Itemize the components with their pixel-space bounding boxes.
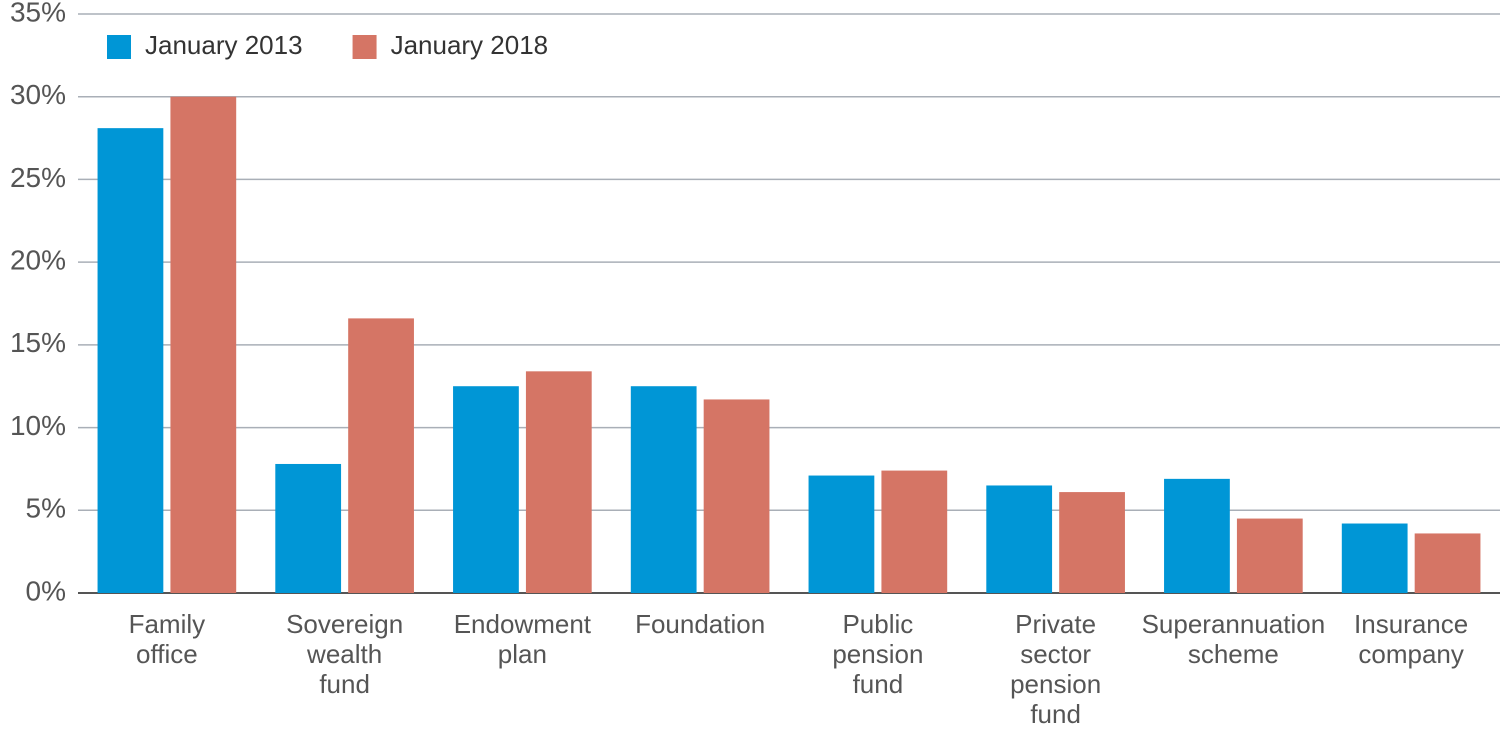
bar xyxy=(703,399,770,593)
bar xyxy=(97,128,164,593)
bar xyxy=(1059,492,1125,593)
bar xyxy=(453,386,519,593)
bar xyxy=(808,475,875,593)
x-tick-label: Endowment plan xyxy=(453,609,592,669)
x-tick-label: Superannuation scheme xyxy=(1141,609,1326,669)
x-tick-label: Sovereign wealth fund xyxy=(286,609,404,699)
bar xyxy=(275,463,342,593)
y-tick-label: 30% xyxy=(10,79,66,110)
x-tick-label: Foundation xyxy=(635,609,766,639)
bar xyxy=(525,371,592,593)
bar xyxy=(1164,478,1230,593)
x-tick-label: Public pension fund xyxy=(832,609,924,699)
y-tick-label: 35% xyxy=(10,0,66,27)
y-tick-label: 25% xyxy=(10,162,66,193)
bar xyxy=(170,96,237,593)
legend-swatch xyxy=(352,35,377,59)
legend-swatch xyxy=(107,35,131,59)
legend-label: January 2018 xyxy=(391,30,549,60)
y-tick-label: 20% xyxy=(10,245,66,276)
x-tick-label: Insurance company xyxy=(1354,609,1469,669)
bar xyxy=(630,386,697,593)
bar xyxy=(881,470,948,593)
x-tick-label: Family office xyxy=(128,609,206,669)
bar xyxy=(986,485,1053,593)
y-tick-label: 15% xyxy=(10,327,66,358)
y-tick-label: 5% xyxy=(26,493,66,524)
x-tick-label: Private sector pension fund xyxy=(1010,609,1102,729)
y-tick-label: 10% xyxy=(10,410,66,441)
bar xyxy=(1414,533,1481,593)
bar xyxy=(348,318,414,593)
bar xyxy=(1236,518,1303,593)
y-tick-label: 0% xyxy=(26,575,66,606)
legend-label: January 2013 xyxy=(145,30,303,60)
bar xyxy=(1341,523,1408,593)
